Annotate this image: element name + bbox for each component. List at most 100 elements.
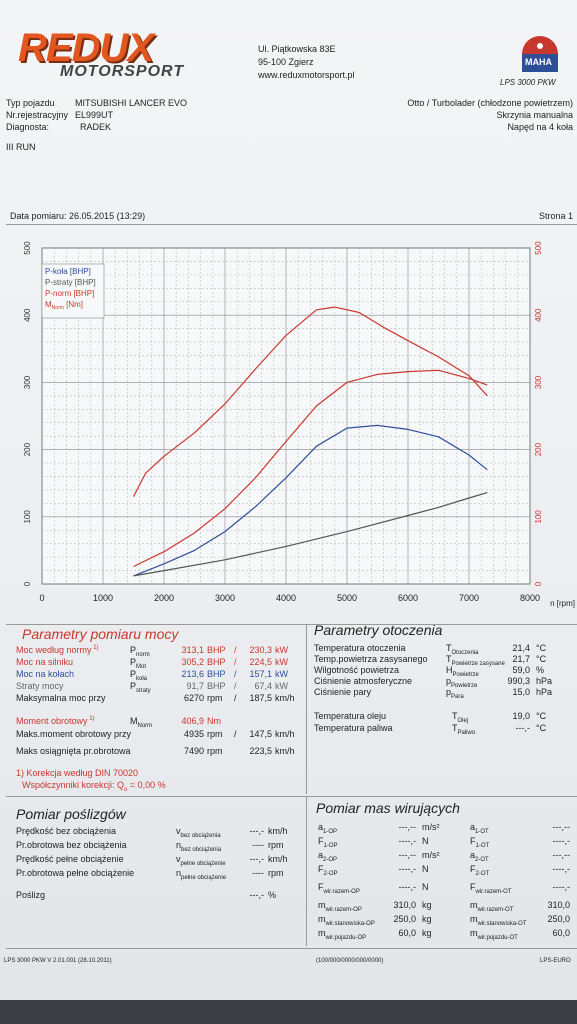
x-tick-label: 3000 (215, 593, 235, 603)
env-row-unit: hPa (536, 687, 553, 697)
power-row-value-2: 67,4 (254, 681, 272, 691)
mass-right-symbol: mwir.pojazdu-OT (470, 928, 518, 941)
power-row-value-2: 187,5 (249, 693, 272, 703)
env-row-symbol: pPara (446, 687, 464, 700)
mass-left-value: 250,0 (393, 914, 416, 924)
mass-left-value: 310,0 (393, 900, 416, 910)
slip-row-unit: rpm (268, 840, 284, 850)
website: www.reduxmotorsport.pl (258, 70, 355, 80)
mass-left-symbol-letter: m (318, 928, 326, 938)
legend-entry-name: P-koła [BHP] (45, 267, 91, 276)
power-row-value-2: 224,5 (249, 657, 272, 667)
mass-right-symbol-letter: F (470, 836, 476, 846)
slash-separator: / (234, 729, 237, 739)
x-axis-label: n [rpm] (550, 599, 575, 608)
correction-sub: o (124, 786, 128, 793)
series-line-2 (133, 369, 488, 568)
slip-row-label: Prędkość bez obciążenia (16, 826, 117, 836)
y-right-tick-label: 300 (534, 375, 543, 389)
mass-left-symbol: F1-OP (318, 836, 338, 849)
mass-left-symbol-letter: F (318, 864, 324, 874)
y-left-tick-label: 300 (23, 375, 32, 389)
power-row-value-2: 230,3 (249, 645, 272, 655)
env-row-symbol-letter: T (446, 654, 452, 664)
slip-row-symbol: vbez obciążenia (176, 826, 221, 839)
mass-left-symbol-letter: a (318, 850, 324, 860)
max-rpm-speed-unit: km/h (275, 746, 295, 756)
slip-row-symbol-letter: v (176, 854, 181, 864)
mass-left-unit: N (422, 864, 429, 874)
power-row-symbol-sub: Mot (136, 663, 147, 670)
section-divider-bottom (6, 948, 577, 949)
mass-left-value: 60,0 (398, 928, 416, 938)
divider-line (6, 224, 577, 225)
mass-left-symbol-sub: wir.pojazdu-OP (325, 934, 367, 941)
slip-row-label: Prędkość pełne obciążenie (16, 854, 124, 864)
x-tick-label: 1000 (93, 593, 113, 603)
mass-left-symbol: a2-OP (318, 850, 337, 863)
mass-left-unit: kg (422, 914, 432, 924)
power-row-label: Moc na kołach (16, 669, 75, 679)
mass-right-symbol-letter: m (470, 914, 478, 924)
mass-right-symbol-sub: 2-OT (475, 856, 489, 863)
mass-right-symbol: F1-OT (470, 836, 489, 849)
legend-entry-1: P-straty [BHP] (45, 278, 96, 287)
mass-left-symbol-letter: F (318, 882, 324, 892)
x-tick-label: 0 (39, 593, 44, 603)
mass-left-symbol-sub: 1-OP (323, 842, 338, 849)
mass-left-symbol: mwir.razem-OP (318, 900, 362, 913)
slip-row-symbol-letter: n (176, 840, 182, 850)
env-row-symbol: HPowietrze (446, 665, 479, 678)
slip-row-symbol-letter: v (176, 826, 181, 836)
mass-left-symbol-sub: 1-OP (323, 828, 338, 835)
slash-separator: / (234, 693, 237, 703)
mass-right-symbol-sub: wir.stanowiska-OT (477, 920, 527, 927)
vehicle-type-value: MITSUBISHI LANCER EVO (75, 98, 188, 108)
temp-row-symbol-letter: T (452, 711, 458, 721)
mass-left-symbol-sub: wir.razem-OP (323, 888, 360, 895)
env-row-symbol-letter: p (446, 676, 452, 686)
env-row-symbol-sub: Powietrze (452, 671, 479, 678)
temp-row-symbol-letter: T (452, 723, 458, 733)
env-row-symbol-sub: Powietrze (451, 682, 478, 689)
maha-logo: MAHA (512, 30, 568, 74)
torque-row-unit: Nm (207, 716, 221, 726)
env-row-symbol-letter: p (446, 687, 452, 697)
power-row-symbol: Pstraty (130, 681, 151, 694)
mass-right-value: ----,- (552, 836, 571, 846)
mass-right-symbol-letter: m (470, 928, 478, 938)
max-rpm-label: Maks osiągnięta pr.obrotowa (16, 746, 131, 756)
slip-row-symbol: vpełne obciążenie (176, 854, 226, 867)
power-row-symbol: Pkoła (130, 669, 147, 682)
max-rpm-unit: rpm (207, 746, 223, 756)
power-row-unit: BHP (207, 657, 226, 667)
torque-row-value: 406,9 (181, 716, 204, 726)
power-row-symbol-letter: P (130, 645, 137, 655)
mass-left-symbol-sub: wir.stanowiska-OP (325, 920, 375, 927)
y-left-tick-label: 500 (23, 241, 32, 255)
mass-right-symbol-sub: 1-OT (475, 828, 489, 835)
temp-row-unit: °C (536, 723, 547, 733)
env-row-unit: °C (536, 643, 547, 653)
env-row-value: 990,3 (507, 676, 530, 686)
legend-entry-name: M (45, 300, 52, 309)
mass-right-symbol-letter: F (470, 882, 476, 892)
reg-value: EL999UT (75, 110, 114, 120)
correction-label: Współczynniki korekcji: Q (22, 780, 125, 790)
slip-row-unit: rpm (268, 868, 284, 878)
slash-separator: / (234, 657, 237, 667)
power-row-label: Moc według normy 1) (16, 645, 99, 655)
power-row-unit-2: km/h (275, 693, 295, 703)
chart-series (132, 306, 488, 577)
mass-left-unit: m/s² (422, 822, 440, 832)
slip-row-symbol-sub: pełne obciążenie (181, 874, 227, 881)
drive-type: Napęd na 4 koła (507, 122, 573, 132)
footer-euro: LPS-EURO (540, 958, 571, 964)
mass-right-symbol: a2-OT (470, 850, 489, 863)
slip-row-symbol-letter: n (176, 868, 182, 878)
mass-left-unit: N (422, 836, 429, 846)
power-row-unit: BHP (207, 669, 226, 679)
mass-right-symbol-sub: wir.razem-OT (475, 888, 512, 895)
max-rpm-value: 7490 (183, 746, 204, 756)
